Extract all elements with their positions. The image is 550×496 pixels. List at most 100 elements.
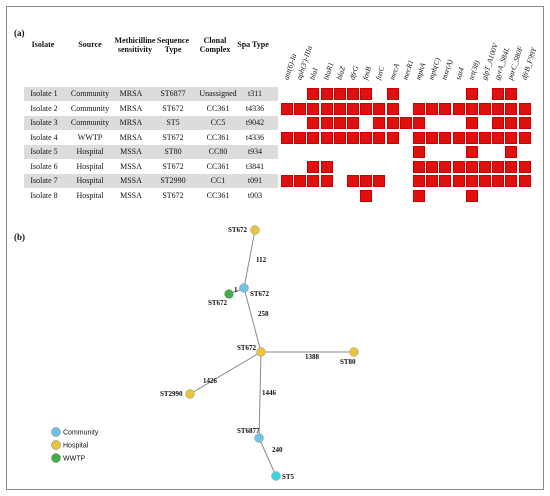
heatmap-cell-present bbox=[505, 88, 518, 100]
heatmap-cell-present bbox=[465, 175, 478, 187]
table-row: Isolate 2 Community MRSA ST672 CC361 t4336 bbox=[24, 102, 278, 116]
table-cell: t311 bbox=[248, 89, 262, 98]
table-cell: CC1 bbox=[210, 176, 226, 185]
col-header-spa-type: Spa Type bbox=[237, 40, 269, 49]
heatmap-cell-present bbox=[505, 117, 518, 129]
col-header-source: Source bbox=[78, 40, 102, 49]
heatmap-cell-present bbox=[347, 102, 359, 115]
heatmap-cell-present bbox=[413, 117, 425, 129]
heatmap-cell-present bbox=[320, 175, 333, 187]
table-row: Isolate 4 WWTP MRSA ST672 CC361 t4336 bbox=[24, 131, 278, 145]
table-row: Isolate 6 Hospital MSSA ST672 CC361 t3841 bbox=[24, 160, 278, 174]
heatmap-cell-present bbox=[479, 175, 491, 187]
heatmap-cell-present bbox=[479, 131, 491, 144]
heatmap-cell-present bbox=[373, 117, 386, 129]
heatmap-cell-present bbox=[492, 88, 505, 100]
heatmap-cell-present bbox=[505, 131, 518, 144]
table-cell: Isolate 4 bbox=[30, 132, 58, 142]
heatmap-cell-present bbox=[426, 175, 439, 187]
table-cell: Isolate 5 bbox=[30, 147, 58, 156]
col-header-isolate: Isolate bbox=[31, 40, 55, 49]
table-cell: Hospital bbox=[76, 147, 104, 156]
heatmap-cell-present bbox=[518, 131, 531, 144]
table-row: Isolate 5 Hospital MSSA ST80 CC80 t934 bbox=[24, 145, 278, 159]
col-header-sequence-type: Sequence Type bbox=[157, 36, 189, 54]
heatmap-cell-present bbox=[452, 160, 465, 173]
table-cell: CC361 bbox=[206, 103, 230, 113]
heatmap-cell-present bbox=[479, 160, 491, 173]
table-cell: MRSA bbox=[119, 118, 143, 127]
heatmap-cell-present bbox=[281, 131, 293, 144]
table-cell: ST672 bbox=[162, 132, 184, 142]
heatmap-cell-present bbox=[413, 131, 425, 144]
heatmap-cell-present bbox=[492, 117, 505, 129]
table-cell: CC5 bbox=[210, 118, 226, 127]
figure-frame bbox=[6, 6, 544, 490]
table-cell: Isolate 3 bbox=[30, 118, 58, 127]
table-cell: MSSA bbox=[120, 161, 142, 171]
table-cell: MRSA bbox=[119, 89, 143, 98]
table-cell: Isolate 8 bbox=[30, 190, 58, 200]
table-cell: Hospital bbox=[76, 190, 104, 200]
heatmap-cell-present bbox=[360, 175, 373, 187]
heatmap-cell-present bbox=[347, 88, 359, 100]
heatmap-cell-present bbox=[373, 175, 386, 187]
table-cell: CC361 bbox=[206, 161, 230, 171]
table-cell: Community bbox=[70, 89, 110, 98]
heatmap-cell-present bbox=[413, 102, 425, 115]
heatmap-cell-present bbox=[360, 88, 373, 100]
table-cell: Isolate 1 bbox=[30, 89, 58, 98]
heatmap-cell-present bbox=[452, 102, 465, 115]
table-cell: Isolate 6 bbox=[30, 161, 58, 171]
panel-a-label: (a) bbox=[14, 28, 25, 38]
heatmap-cell-present bbox=[307, 175, 320, 187]
heatmap-cell-present bbox=[426, 131, 439, 144]
heatmap-cell-present bbox=[386, 102, 399, 115]
heatmap-cell-present bbox=[294, 102, 307, 115]
heatmap-cell-present bbox=[505, 146, 518, 158]
heatmap-cell-present bbox=[492, 131, 505, 144]
col-header-methicilline: Methicilline sensitivity bbox=[114, 36, 156, 54]
heatmap-cell-present bbox=[479, 102, 491, 115]
table-cell: MSSA bbox=[120, 190, 142, 200]
heatmap-cell-present bbox=[492, 102, 505, 115]
heatmap-cell-present bbox=[465, 88, 478, 100]
panel-b-label: (b) bbox=[14, 232, 25, 242]
table-cell: CC361 bbox=[206, 132, 230, 142]
heatmap-cell-present bbox=[492, 160, 505, 173]
table-cell: ST672 bbox=[162, 190, 184, 200]
heatmap-cell-present bbox=[320, 117, 333, 129]
table-cell: Community bbox=[70, 118, 110, 127]
heatmap-cell-present bbox=[505, 102, 518, 115]
heatmap-cell-present bbox=[518, 102, 531, 115]
heatmap-cell-present bbox=[360, 189, 373, 202]
heatmap-cell-present bbox=[320, 88, 333, 100]
table-cell: t003 bbox=[247, 190, 263, 200]
table-cell: CC361 bbox=[206, 190, 230, 200]
heatmap-cell-present bbox=[294, 131, 307, 144]
heatmap-cell-present bbox=[439, 160, 452, 173]
heatmap-cell-present bbox=[386, 88, 399, 100]
table-cell: ST672 bbox=[162, 103, 184, 113]
table-cell: t4336 bbox=[245, 132, 265, 142]
heatmap-cell-present bbox=[320, 102, 333, 115]
table-cell: t9042 bbox=[245, 118, 265, 127]
table-cell: t4336 bbox=[245, 103, 265, 113]
heatmap-cell-present bbox=[347, 131, 359, 144]
table-cell: t3841 bbox=[245, 161, 265, 171]
heatmap-cell-present bbox=[465, 146, 478, 158]
heatmap-cell-present bbox=[294, 175, 307, 187]
heatmap-cell-present bbox=[281, 102, 293, 115]
table-cell: MSSA bbox=[120, 147, 142, 156]
table-row: Isolate 8 Hospital MSSA ST672 CC361 t003 bbox=[24, 189, 278, 203]
heatmap-cell-present bbox=[426, 102, 439, 115]
table-cell: Hospital bbox=[76, 161, 104, 171]
table-cell: Isolate 7 bbox=[30, 176, 58, 185]
table-cell: MSSA bbox=[120, 176, 142, 185]
table-cell: Hospital bbox=[76, 176, 104, 185]
heatmap-cell-present bbox=[439, 131, 452, 144]
heatmap-cell-present bbox=[281, 175, 293, 187]
heatmap-cell-present bbox=[439, 175, 452, 187]
table-cell: WWTP bbox=[77, 132, 103, 142]
heatmap-cell-present bbox=[413, 189, 425, 202]
